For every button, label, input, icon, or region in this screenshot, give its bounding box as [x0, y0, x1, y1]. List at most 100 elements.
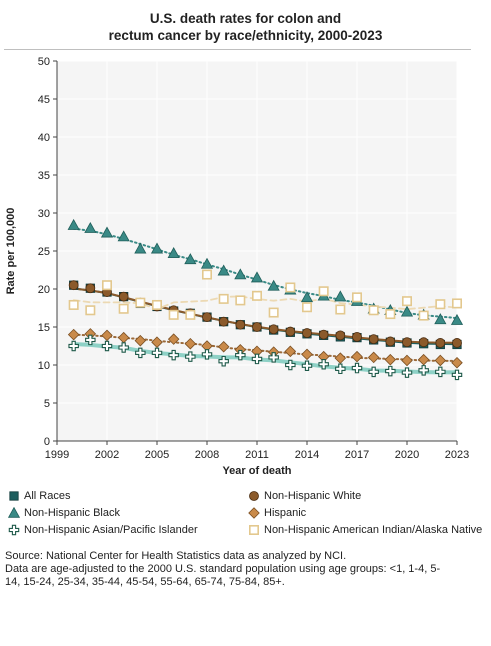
data-point: [85, 305, 96, 316]
data-point: [351, 350, 363, 363]
data-point: [84, 221, 97, 233]
data-point: [385, 336, 396, 347]
legend-marker-shape: [8, 524, 20, 536]
data-point: [284, 345, 297, 358]
data-point: [301, 348, 313, 361]
chart-title-line-2: rectum cancer by race/ethnicity, 2000-20…: [108, 28, 383, 43]
data-point: [235, 295, 246, 306]
legend-marker: [9, 491, 19, 501]
chart-title-line-1: U.S. death rates for colon and: [149, 11, 342, 26]
data-point: [450, 313, 464, 325]
data-point: [135, 297, 146, 308]
data-point: [384, 353, 397, 366]
data-point: [400, 305, 414, 317]
legend-marker-shape: [249, 491, 259, 501]
y-tick-label: 45: [38, 94, 50, 106]
data-point: [434, 313, 447, 325]
y-tick-label: 15: [38, 322, 50, 334]
data-point: [401, 354, 413, 367]
data-point: [185, 309, 196, 320]
y-tick-label: 20: [38, 284, 50, 296]
data-point: [418, 365, 429, 376]
legend-marker-shape: [248, 507, 260, 519]
legend-item: All Races: [8, 490, 70, 502]
data-point: [217, 340, 230, 353]
data-point: [134, 334, 147, 347]
x-tick-label: 1999: [45, 449, 69, 461]
data-point: [335, 304, 346, 315]
data-point: [268, 324, 279, 335]
legend-label: Non-Hispanic Black: [24, 507, 120, 519]
x-tick-label: 2008: [195, 449, 219, 461]
data-point: [285, 326, 296, 337]
legend-marker-shape: [248, 524, 259, 535]
x-axis-label: Year of death: [222, 465, 291, 477]
y-tick-label: 40: [38, 132, 50, 144]
data-point: [352, 331, 362, 342]
data-point: [301, 360, 313, 372]
y-tick-label: 30: [38, 208, 50, 220]
legend-marker: [8, 507, 20, 518]
data-point: [385, 309, 396, 320]
data-point: [218, 293, 229, 304]
y-tick-label: 5: [44, 398, 50, 410]
x-tick-label: 2005: [145, 449, 169, 461]
legend-item: Non-Hispanic American Indian/Alaska Nati…: [248, 524, 482, 536]
data-point: [368, 366, 379, 378]
data-point: [100, 226, 114, 238]
data-point: [68, 340, 79, 352]
data-point: [451, 356, 463, 369]
data-point: [118, 303, 129, 314]
data-point: [435, 338, 446, 348]
source-line-3: 14, 15-24, 25-34, 35-44, 45-54, 55-64, 6…: [5, 576, 285, 588]
data-point: [202, 312, 212, 323]
data-point: [101, 340, 113, 352]
data-point: [167, 333, 180, 345]
data-point: [67, 218, 80, 230]
data-point: [102, 280, 113, 291]
data-point: [101, 329, 113, 342]
data-point: [134, 242, 147, 254]
legend-item: Non-Hispanic Asian/Pacific Islander: [8, 524, 198, 536]
data-point: [351, 292, 362, 303]
legend-item: Non-Hispanic Black: [8, 507, 120, 519]
legend-marker-shape: [9, 491, 19, 501]
axes: [53, 60, 458, 445]
data-point: [334, 290, 347, 302]
x-tick-label: 2002: [95, 449, 119, 461]
data-point: [251, 353, 263, 365]
x-tick-label: 2020: [395, 449, 419, 461]
source-line-2: Data are age-adjusted to the 2000 U.S. s…: [5, 563, 441, 575]
data-point: [168, 349, 179, 361]
data-point: [451, 298, 462, 309]
data-point: [418, 337, 429, 348]
data-point: [367, 351, 380, 364]
legend-label: All Races: [24, 490, 71, 502]
data-point: [184, 337, 197, 350]
legend-marker: [249, 491, 259, 501]
data-point: [68, 299, 79, 310]
data-point: [301, 302, 312, 313]
source-line-1: Source: National Center for Health Stati…: [5, 550, 347, 562]
data-point: [434, 354, 447, 367]
x-tick-label: 2023: [445, 449, 469, 461]
data-point: [234, 268, 247, 280]
data-point: [151, 336, 163, 348]
legend-label: Hispanic: [264, 507, 307, 519]
y-tick-label: 35: [38, 170, 50, 182]
legend-item: Non-Hispanic White: [248, 490, 361, 502]
legend-marker: [248, 524, 259, 535]
data-point: [351, 362, 363, 374]
x-tick-label: 2011: [245, 449, 269, 461]
data-point: [218, 316, 229, 327]
y-tick-label: 10: [38, 360, 50, 372]
legend-marker: [8, 524, 20, 536]
legend-item: Hispanic: [248, 507, 306, 519]
legend-marker-shape: [8, 507, 20, 518]
data-point: [417, 353, 430, 366]
source-note: Source: National Center for Health Stati…: [5, 550, 486, 589]
y-tick-label: 0: [44, 436, 50, 448]
chart-plot: 0 5 10 15 20 25 30 35 40 45 50 1999 2002 2005 2008 201…: [5, 56, 469, 477]
data-point: [85, 283, 96, 294]
data-point: [85, 334, 96, 346]
